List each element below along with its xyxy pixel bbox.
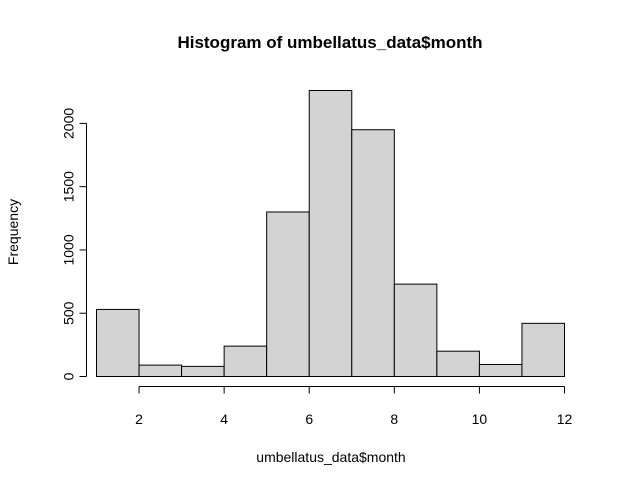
histogram-bar bbox=[138, 364, 183, 378]
y-axis-label: Frequency bbox=[5, 199, 21, 265]
y-tick-label: 0 bbox=[61, 372, 77, 380]
histogram-bar bbox=[266, 211, 310, 377]
histogram-bar bbox=[223, 345, 268, 378]
histogram-bar bbox=[351, 129, 395, 377]
histogram-bar bbox=[96, 308, 140, 377]
y-tick-label: 1500 bbox=[61, 171, 77, 202]
x-axis-label: umbellatus_data$month bbox=[256, 449, 405, 465]
x-tick-label: 10 bbox=[472, 411, 488, 427]
y-tick-label: 500 bbox=[61, 301, 77, 325]
y-tick-label: 1000 bbox=[61, 234, 77, 265]
y-axis: 0 500 1000 1500 2000 bbox=[61, 108, 87, 380]
histogram-bar bbox=[181, 365, 225, 377]
bars-group bbox=[96, 90, 565, 378]
histogram-bar bbox=[436, 350, 480, 378]
histogram-bar bbox=[521, 322, 565, 377]
x-tick-label: 6 bbox=[305, 411, 313, 427]
y-tick-label: 2000 bbox=[61, 108, 77, 139]
x-tick-label: 8 bbox=[390, 411, 398, 427]
x-axis: 2 4 6 8 10 12 bbox=[135, 386, 573, 427]
x-tick-label: 12 bbox=[557, 411, 573, 427]
histogram-bar bbox=[308, 90, 353, 377]
histogram-bar bbox=[478, 363, 523, 377]
histogram-bar bbox=[393, 283, 438, 378]
x-tick-label: 4 bbox=[220, 411, 228, 427]
x-tick-label: 2 bbox=[135, 411, 143, 427]
chart-title: Histogram of umbellatus_data$month bbox=[177, 33, 482, 52]
